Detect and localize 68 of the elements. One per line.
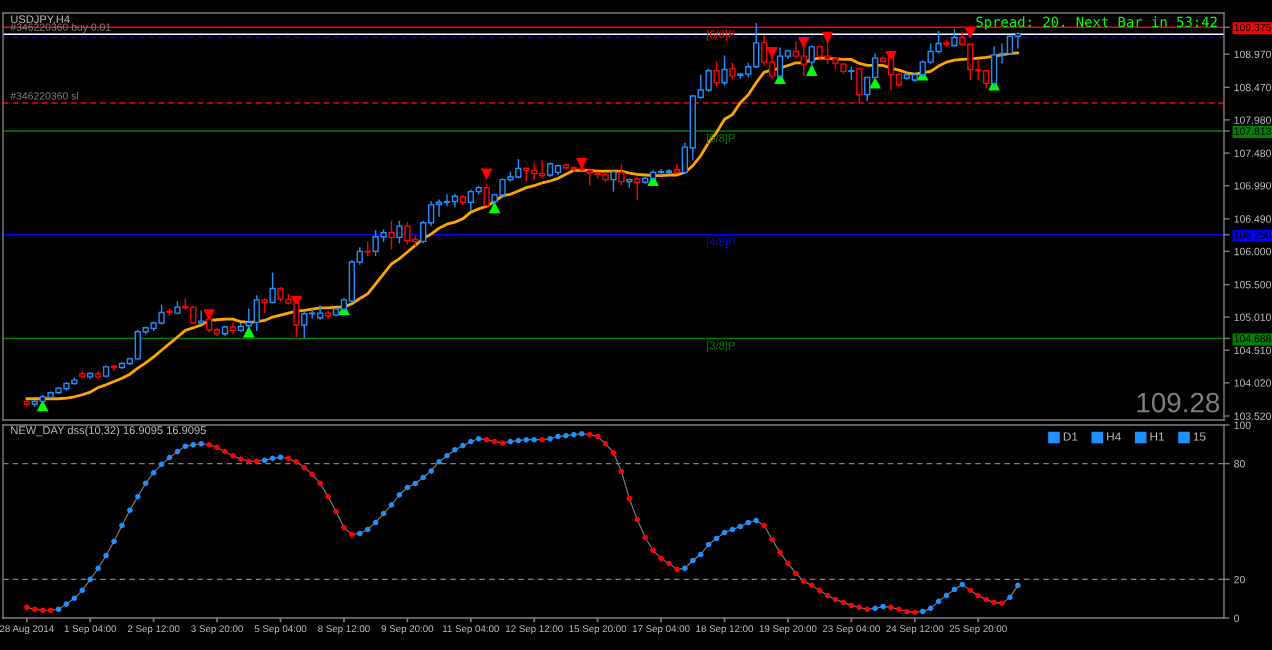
- point: [821, 31, 834, 44]
- y-tick-label: 106.250: [1234, 231, 1271, 239]
- candlestick: [316, 304, 324, 321]
- x-tick-label: 8 Sep 12:00: [318, 625, 370, 635]
- y-tick-label: 103.520: [1234, 412, 1271, 420]
- candlestick: [443, 193, 451, 207]
- y-tick-label: 104.510: [1234, 346, 1271, 355]
- point: [242, 325, 255, 338]
- y-tick-label: 108.970: [1234, 50, 1271, 59]
- x-tick-label: 19 Sep 20:00: [759, 625, 817, 635]
- y-tick-label: 107.980: [1234, 116, 1271, 124]
- candlestick: [792, 40, 800, 60]
- chart-title: USDJPY,H4: [11, 15, 70, 25]
- point: [805, 64, 818, 76]
- candlestick: [427, 200, 435, 227]
- y-tick-label: 106.490: [1234, 215, 1271, 223]
- x-tick-label: 9 Sep 20:00: [381, 625, 434, 635]
- x-tick-label: 15 Sep 20:00: [569, 625, 627, 635]
- y-tick-label: 104.688: [1234, 334, 1271, 343]
- x-tick-label: 17 Sep 04:00: [632, 625, 690, 635]
- x-tick-label: 5 Sep 04:00: [254, 625, 307, 635]
- point: [480, 168, 493, 181]
- x-tick-label: 28 Aug 2014: [0, 625, 54, 635]
- x-tick-label: 2 Sep 12:00: [127, 625, 180, 635]
- candlestick: [435, 198, 443, 218]
- x-tick-label: 12 Sep 12:00: [506, 625, 563, 635]
- text: H4: [1107, 432, 1121, 441]
- text: D1: [1063, 432, 1078, 441]
- y-tick-label: 80: [1234, 460, 1245, 468]
- x-tick-label: 18 Sep 12:00: [696, 625, 754, 635]
- y-tick-label: 104.020: [1234, 379, 1271, 387]
- y-tick-label: 106.990: [1234, 182, 1271, 190]
- y-tick-label: 105.500: [1234, 281, 1271, 289]
- y-tick-label: 109.375: [1234, 23, 1271, 32]
- candlestick: [998, 42, 1006, 65]
- y-tick-label: 107.813: [1234, 127, 1271, 135]
- candlestick: [1014, 31, 1022, 50]
- ref-line-label: [3/8]P: [707, 341, 735, 352]
- x-tick-label: 1 Sep 04:00: [64, 625, 117, 635]
- candlestick: [864, 76, 871, 103]
- text: H1: [1150, 432, 1165, 441]
- candlestick: [467, 188, 474, 212]
- y-tick-label: 0: [1234, 614, 1240, 622]
- x-tick-label: 11 Sep 04:00: [442, 625, 499, 635]
- x-tick-label: 23 Sep 04:00: [822, 625, 880, 635]
- candlestick: [420, 220, 427, 245]
- candlestick: [657, 168, 665, 177]
- x-tick-label: 3 Sep 20:00: [191, 625, 243, 635]
- candlestick: [982, 68, 990, 89]
- text: 15: [1193, 432, 1206, 441]
- candlestick: [753, 22, 760, 69]
- y-tick-label: 20: [1234, 575, 1245, 584]
- y-tick-label: 106.000: [1234, 247, 1271, 256]
- y-tick-label: 100: [1234, 421, 1251, 429]
- point: [797, 37, 810, 49]
- y-tick-label: 108.470: [1234, 83, 1271, 92]
- candlestick: [538, 159, 546, 180]
- chart-title: NEW_DAY dss(10,32) 16.9095 16.9095: [11, 425, 206, 437]
- x-tick-label: 25 Sep 20:00: [949, 625, 1007, 635]
- point: [964, 27, 977, 39]
- text: 109.28: [1137, 392, 1220, 413]
- candlestick: [1006, 35, 1014, 56]
- x-tick-label: 24 Sep 12:00: [886, 625, 944, 635]
- annotation: #346220360 sl: [10, 91, 78, 100]
- annotation: Spread: 20. Next Bar in 53:42: [976, 16, 1217, 30]
- ref-line-label: [4/8]P: [707, 237, 735, 248]
- y-tick-label: 107.480: [1234, 149, 1271, 157]
- y-tick-label: 105.010: [1234, 313, 1271, 321]
